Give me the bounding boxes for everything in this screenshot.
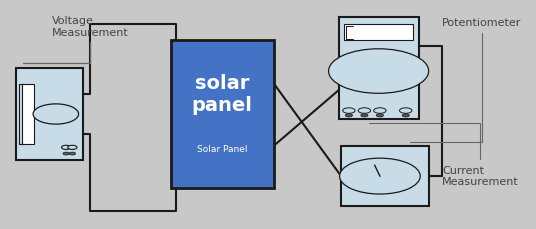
Bar: [341, 147, 429, 206]
Bar: [170, 41, 274, 188]
Text: Potentiometer: Potentiometer: [410, 18, 522, 142]
Bar: [22, 85, 34, 144]
Circle shape: [63, 153, 69, 155]
Circle shape: [69, 153, 76, 155]
Circle shape: [68, 146, 77, 150]
Circle shape: [376, 114, 384, 117]
Text: Current
Measurement: Current Measurement: [369, 124, 519, 186]
Circle shape: [358, 108, 370, 114]
Circle shape: [361, 114, 368, 117]
Circle shape: [33, 104, 79, 125]
Bar: [344, 25, 413, 41]
Bar: [16, 69, 83, 160]
Bar: [339, 18, 419, 119]
Text: Voltage
Measurement: Voltage Measurement: [24, 16, 129, 64]
Circle shape: [402, 114, 410, 117]
Text: solar
panel: solar panel: [192, 74, 252, 114]
Circle shape: [374, 108, 386, 114]
Circle shape: [62, 146, 71, 150]
Circle shape: [329, 49, 429, 94]
Circle shape: [343, 108, 355, 114]
Text: Solar Panel: Solar Panel: [197, 144, 248, 153]
Circle shape: [340, 158, 420, 194]
Circle shape: [345, 114, 353, 117]
Circle shape: [399, 108, 412, 114]
